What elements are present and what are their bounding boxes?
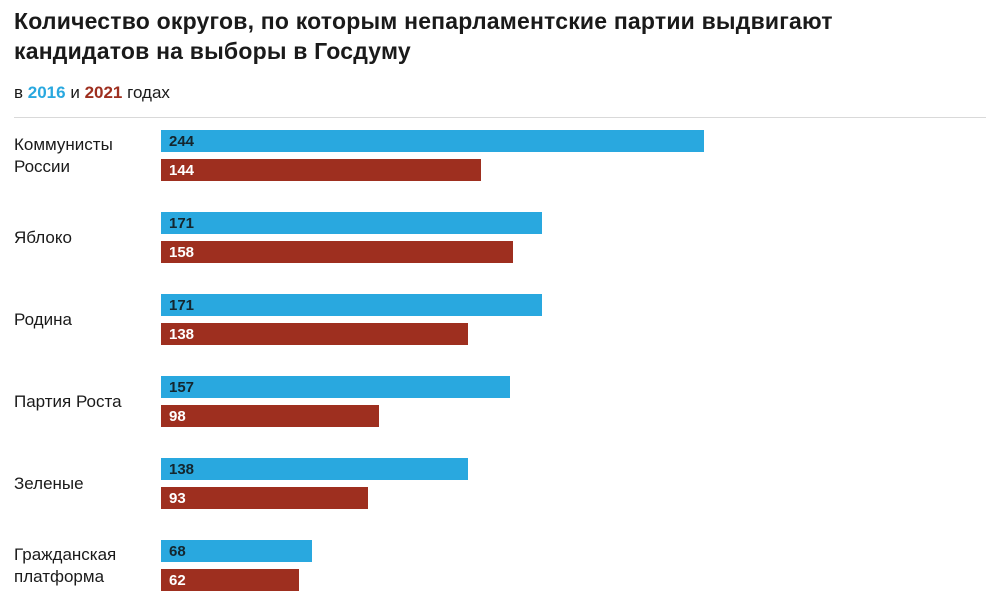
category-label: Яблоко [14, 227, 72, 247]
category-label: Родина [14, 309, 72, 329]
bar-value: 138 [169, 325, 195, 343]
legend-year-2021: 2021 [84, 82, 123, 102]
bar-2021: 98 [161, 405, 379, 427]
bar-group: 171 158 [161, 212, 1000, 263]
bar-value: 171 [169, 214, 195, 232]
bar-value: 62 [169, 571, 186, 589]
bar-value: 157 [169, 378, 195, 396]
chart-subtitle: в 2016 и 2021 годах [14, 83, 986, 103]
bar-2021: 93 [161, 487, 368, 509]
bar-2016: 171 [161, 294, 542, 316]
chart-row: Родина 171 138 [0, 294, 1000, 345]
bar-value: 144 [169, 161, 195, 179]
bar-value: 244 [169, 132, 195, 150]
bar-group: 157 98 [161, 376, 1000, 427]
chart-row: Яблоко 171 158 [0, 212, 1000, 263]
subtitle-suffix: годах [127, 82, 170, 102]
bar-value: 138 [169, 460, 195, 478]
bar-2021: 62 [161, 569, 299, 591]
bar-value: 171 [169, 296, 195, 314]
subtitle-prefix: в [14, 82, 24, 102]
bar-2016: 138 [161, 458, 468, 480]
category-label: Партия Роста [14, 391, 122, 411]
chart-title: Количество округов, по которым непарламе… [14, 8, 833, 65]
bar-2016: 171 [161, 212, 542, 234]
bar-2021: 158 [161, 241, 513, 263]
bar-2016: 244 [161, 130, 704, 152]
bar-2021: 138 [161, 323, 468, 345]
bar-value: 93 [169, 489, 186, 507]
bar-group: 68 62 [161, 540, 1000, 591]
chart-row: Коммунисты России 244 144 [0, 130, 1000, 181]
bar-group: 138 93 [161, 458, 1000, 509]
header-divider [14, 116, 986, 118]
bar-value: 98 [169, 407, 186, 425]
legend-year-2016: 2016 [27, 82, 66, 102]
category-label: Гражданская платформа [14, 545, 117, 586]
bar-value: 158 [169, 243, 195, 261]
category-label: Коммунисты России [14, 135, 113, 176]
chart-row: Зеленые 138 93 [0, 458, 1000, 509]
bar-chart: Коммунисты России 244 144 Яблоко 171 158… [0, 130, 1000, 591]
category-label: Зеленые [14, 473, 84, 493]
bar-2021: 144 [161, 159, 481, 181]
chart-row: Гражданская платформа 68 62 [0, 540, 1000, 591]
bar-value: 68 [169, 542, 186, 560]
chart-row: Партия Роста 157 98 [0, 376, 1000, 427]
bar-group: 244 144 [161, 130, 1000, 181]
chart-header: Количество округов, по которым непарламе… [0, 0, 1000, 118]
bar-2016: 157 [161, 376, 510, 398]
subtitle-conjunction: и [70, 82, 80, 102]
bar-group: 171 138 [161, 294, 1000, 345]
bar-2016: 68 [161, 540, 312, 562]
